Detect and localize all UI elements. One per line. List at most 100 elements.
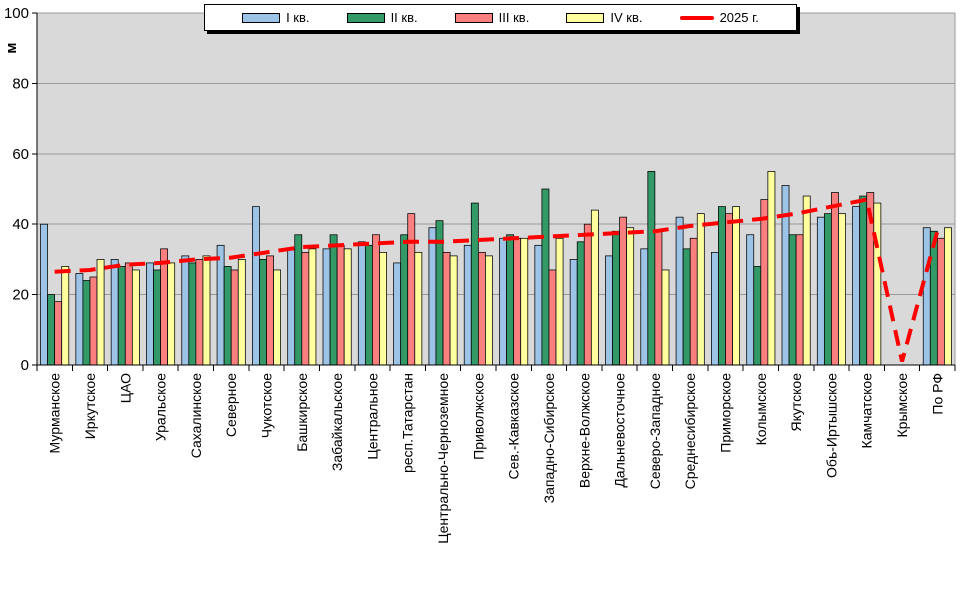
bar-IV кв.-Мурманское — [61, 266, 70, 366]
bar-III кв.-Центральное — [372, 234, 380, 366]
bar-IV кв.-Обь-Иртышское — [838, 213, 846, 366]
bar-III кв.-Башкирское — [301, 251, 310, 366]
x-tick-label: Центральное — [364, 373, 380, 460]
bar-II кв.-ЦАО — [117, 266, 126, 366]
bar-IV кв.-Центрально-Черноземное — [449, 255, 458, 366]
legend-item-q4: IV кв. — [566, 10, 643, 25]
bar-IV кв.-Иркутское — [96, 259, 105, 366]
bar-IV кв.-респ.Татарстан — [414, 251, 423, 366]
y-tick-label: 60 — [12, 146, 29, 163]
bar-II кв.-Северо-Западное — [647, 171, 656, 366]
bar-IV кв.-Якутское — [802, 195, 811, 366]
x-tick-label: Приволжское — [470, 373, 486, 460]
x-tick-label: По РФ — [929, 373, 945, 415]
bar-IV кв.-Западно-Сибирское — [555, 237, 564, 366]
bar-II кв.-Северное — [223, 266, 232, 366]
bar-I кв.-Башкирское — [287, 248, 296, 366]
bar-I кв.-Мурманское — [40, 223, 48, 366]
bar-II кв.-Башкирское — [294, 234, 303, 366]
bar-II кв.-Сев.-Кавказское — [506, 234, 515, 366]
x-tick-label: Западно-Сибирское — [541, 373, 557, 504]
legend-swatch-q1-icon — [242, 12, 281, 23]
legend-item-2025: 2025 г. — [679, 10, 759, 25]
bar-IV кв.-Чукотское — [273, 269, 281, 366]
bar-IV кв.-Приволжское — [485, 255, 493, 366]
bar-III кв.-Дальневосточное — [619, 216, 628, 366]
bar-III кв.-Иркутское — [89, 276, 98, 366]
x-tick-label: Северное — [223, 373, 239, 437]
bar-I кв.-Приморское — [711, 251, 719, 366]
y-tick-label: 100 — [4, 5, 29, 22]
bar-IV кв.-Среднесибирское — [696, 213, 705, 366]
bar-II кв.-Колымское — [753, 266, 762, 366]
y-tick-label: 0 — [21, 357, 29, 374]
bar-III кв.-Обь-Иртышское — [831, 192, 839, 366]
bar-III кв.-Колымское — [760, 199, 769, 366]
y-tick-label: 20 — [12, 287, 29, 304]
bar-I кв.-Уральское — [146, 262, 154, 366]
bar-I кв.-Северо-Западное — [640, 248, 649, 366]
bar-III кв.-ЦАО — [124, 262, 133, 366]
bar-IV кв.-Уральское — [167, 262, 176, 366]
bar-II кв.-Сахалинское — [188, 262, 197, 366]
bar-I кв.-По РФ — [922, 227, 931, 366]
bar-II кв.-Мурманское — [47, 294, 56, 366]
bar-I кв.-Северное — [216, 244, 225, 366]
bar-III кв.-Верхне-Волжское — [583, 223, 592, 366]
line-2025 — [54, 197, 940, 363]
x-tick-label: Центрально-Черноземное — [435, 373, 451, 544]
x-tick-label: Забайкальское — [329, 373, 345, 471]
x-tick-label: Мурманское — [47, 373, 63, 454]
y-tick-label: 80 — [12, 75, 29, 92]
x-tick-label: Камчатское — [859, 373, 875, 449]
bar-I кв.-Чукотское — [252, 206, 260, 366]
legend-label-q2: II кв. — [390, 10, 418, 25]
legend-item-q2: II кв. — [346, 10, 418, 25]
y-axis-title: м — [3, 42, 20, 53]
bar-IV кв.-Северное — [237, 259, 246, 366]
bar-II кв.-Якутское — [788, 234, 797, 366]
bar-II кв.-Камчатское — [859, 195, 868, 366]
x-tick-label: Крымское — [894, 373, 910, 438]
bar-I кв.-Колымское — [746, 234, 755, 366]
legend-item-q3: III кв. — [454, 10, 529, 25]
bar-II кв.-Верхне-Волжское — [576, 241, 585, 366]
bar-I кв.-Иркутское — [75, 273, 84, 366]
bar-I кв.-Забайкальское — [322, 248, 331, 366]
x-tick-label: Приморское — [718, 373, 734, 453]
bar-II кв.-Уральское — [153, 269, 161, 366]
legend-label-2025: 2025 г. — [719, 10, 759, 25]
bar-IV кв.-Сев.-Кавказское — [520, 237, 529, 366]
bar-IV кв.-Приморское — [732, 206, 740, 366]
x-tick-label: Сахалинское — [188, 373, 204, 458]
bar-III кв.-Мурманское — [54, 301, 63, 366]
x-tick-label: Колымское — [753, 373, 769, 446]
bar-IV кв.-Забайкальское — [343, 248, 352, 366]
bar-II кв.-Забайкальское — [329, 234, 338, 366]
bar-I кв.-Обь-Иртышское — [816, 216, 825, 366]
bar-I кв.-Сахалинское — [181, 255, 190, 366]
bar-IV кв.-Дальневосточное — [626, 227, 635, 366]
bar-I кв.-респ.Татарстан — [393, 262, 402, 366]
bar-III кв.-Сев.-Кавказское — [513, 237, 522, 366]
legend-swatch-q2-icon — [346, 12, 385, 23]
x-tick-label: Северо-Западное — [647, 373, 663, 489]
bar-IV кв.-Северо-Западное — [661, 269, 670, 366]
legend-swatch-q3-icon — [454, 12, 493, 23]
bar-II кв.-По РФ — [929, 230, 938, 366]
x-tick-label: ЦАО — [117, 373, 133, 403]
bar-I кв.-Центрально-Черноземное — [428, 227, 437, 366]
bar-III кв.-Уральское — [160, 248, 169, 366]
x-tick-label: Якутское — [788, 373, 804, 432]
bar-III кв.-Якутское — [795, 234, 804, 366]
chart-legend: I кв. II кв. III кв. IV кв. 2025 г. — [204, 4, 797, 31]
bar-II кв.-Дальневосточное — [612, 230, 620, 366]
legend-item-q1: I кв. — [242, 10, 310, 25]
x-tick-label: Дальневосточное — [612, 373, 628, 488]
bar-I кв.-Сев.-Кавказское — [499, 237, 507, 366]
x-tick-label: Среднесибирское — [682, 373, 698, 490]
legend-swatch-q4-icon — [566, 12, 605, 23]
bar-IV кв.-Центральное — [379, 251, 387, 366]
